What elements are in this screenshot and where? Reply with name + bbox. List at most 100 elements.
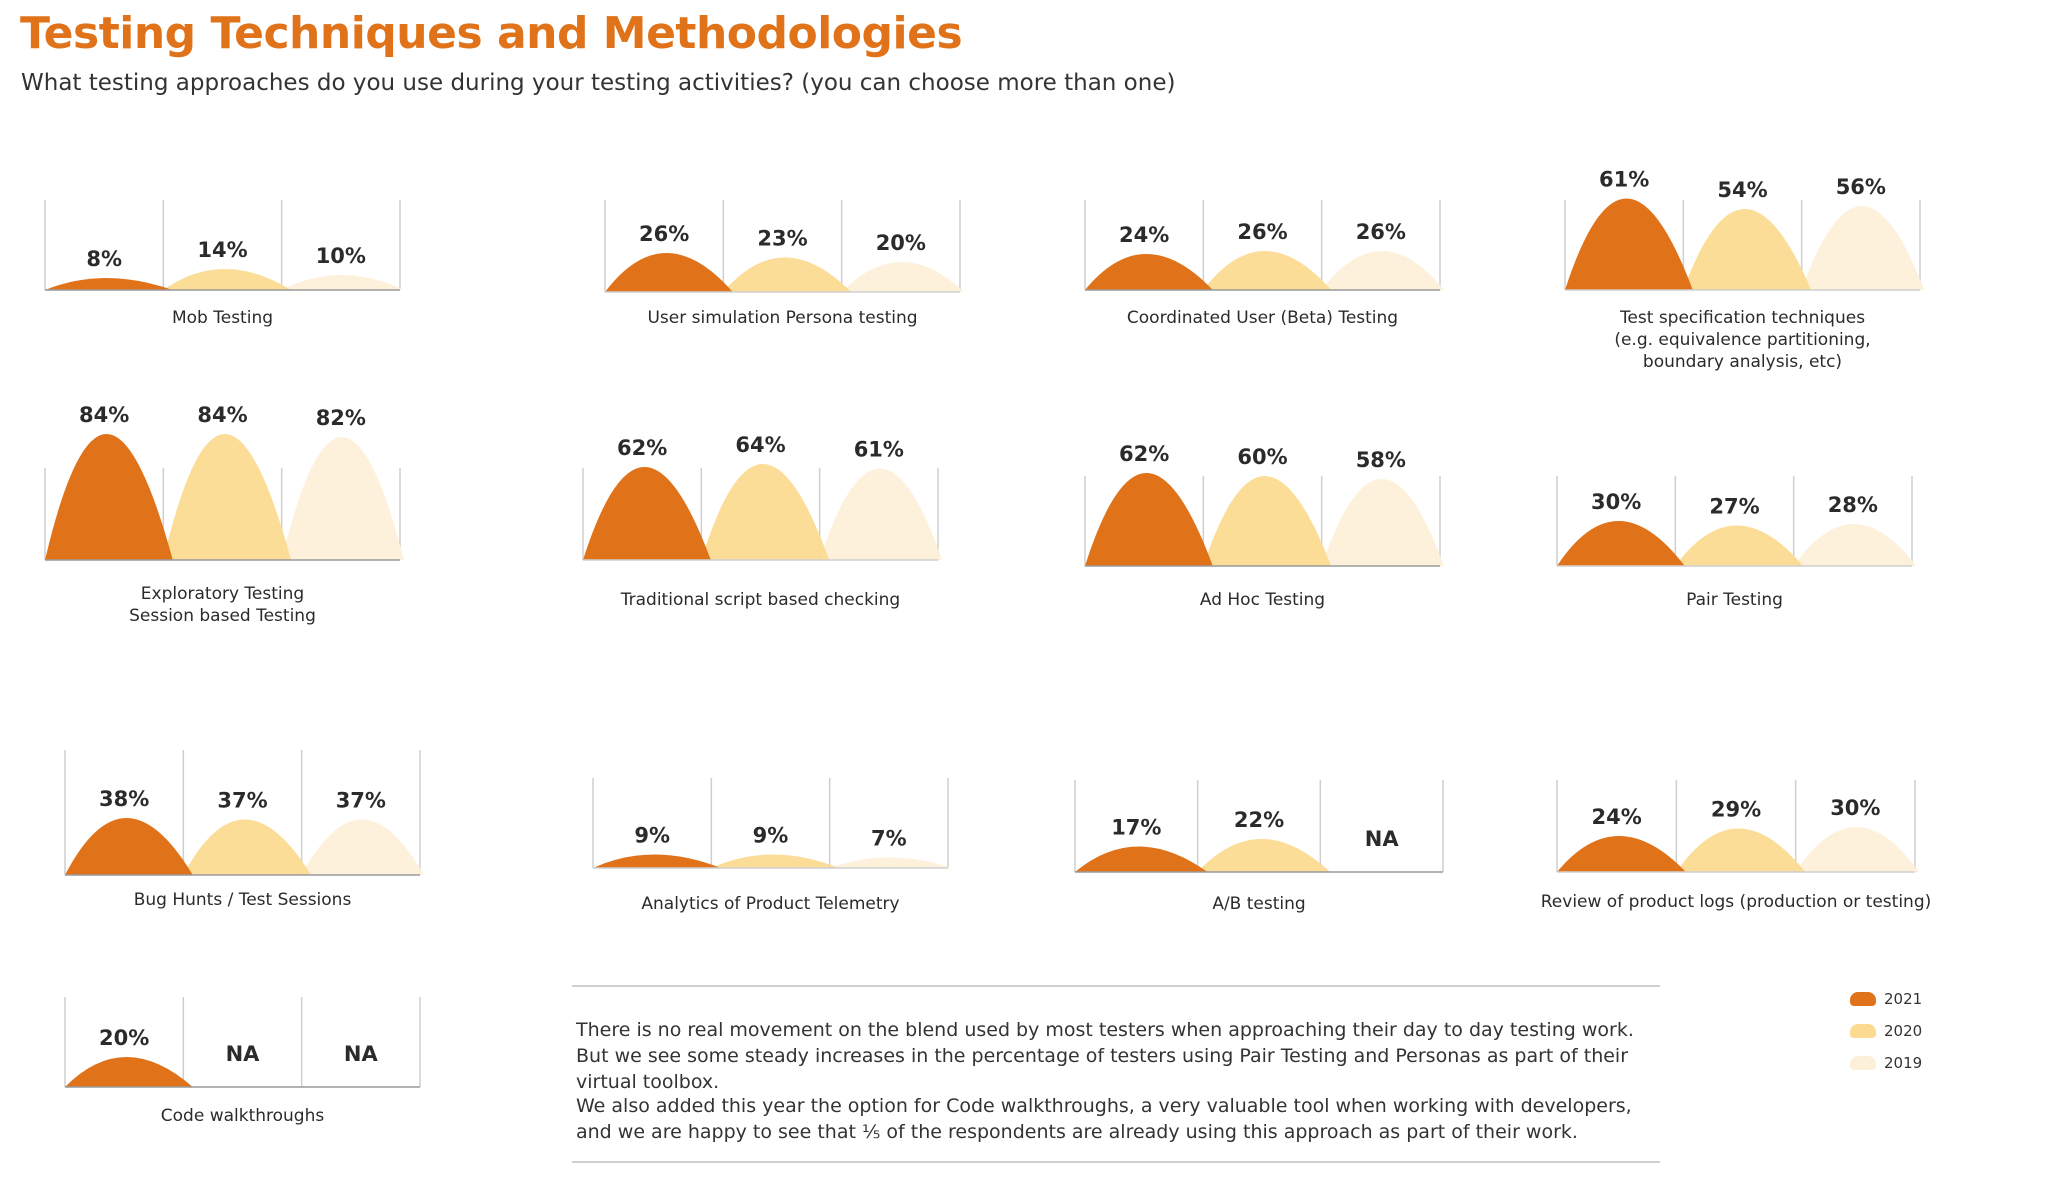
panel-coordinated-user-beta-testing: 24% 26% 26% (1084, 200, 1444, 291)
value-label-2020: 37% (217, 789, 267, 813)
hump-2021 (45, 434, 173, 560)
value-label-2019: NA (1365, 827, 1400, 851)
panel-label-exploratory-testing: Exploratory Testing Session based Testin… (129, 584, 316, 626)
panel-label-mob-testing: Mob Testing (171, 308, 274, 328)
panel-test-specification-techniques: 61% 54% 56% (1564, 168, 1924, 291)
legend-swatch-2020 (1850, 1024, 1876, 1038)
hump-2019 (1793, 524, 1916, 566)
hump-2019 (829, 857, 952, 868)
hump-2020 (723, 257, 852, 292)
value-label-2020: 23% (757, 227, 807, 251)
value-label-2020: 14% (197, 238, 247, 262)
value-label-2021: 62% (617, 436, 667, 460)
panel-code-walkthroughs: 20% NA NA (64, 997, 421, 1088)
panel-label-coordinated-user-beta-testing: Coordinated User (Beta) Testing (1126, 308, 1399, 328)
panel-bug-hunts-test-sessions: 38% 37% 37% (64, 750, 424, 876)
commentary-paragraph-1: There is no real movement on the blend u… (576, 1019, 1634, 1093)
legend-swatch-2019 (1850, 1056, 1876, 1070)
hump-2019 (301, 819, 424, 875)
value-label-2021: 24% (1119, 223, 1169, 247)
value-label-2020: NA (226, 1042, 261, 1066)
legend-label-2021: 2021 (1884, 990, 1923, 1008)
panel-label-analytics-of-product-telemetry: Analytics of Product Telemetry (641, 894, 900, 914)
value-label-2019: 30% (1830, 796, 1880, 820)
value-label-2020: 29% (1711, 798, 1761, 822)
hump-2019 (1795, 827, 1919, 872)
value-label-2019: 28% (1828, 493, 1878, 517)
panel-label-code-walkthroughs: Code walkthroughs (160, 1106, 325, 1126)
value-label-2021: 9% (634, 824, 670, 848)
value-label-2020: 22% (1234, 808, 1284, 832)
value-label-2019: 37% (336, 789, 386, 813)
value-label-2019: 10% (316, 244, 366, 268)
hump-2020 (1676, 828, 1806, 872)
commentary-paragraph-2: We also added this year the option for C… (576, 1095, 1632, 1143)
value-label-2021: 8% (86, 247, 122, 271)
value-label-2020: 9% (753, 824, 789, 848)
panel-label-bug-hunts-test-sessions: Bug Hunts / Test Sessions (133, 890, 352, 910)
hump-2019 (1801, 206, 1924, 290)
hump-2021 (583, 467, 711, 560)
value-label-2019: 26% (1356, 220, 1406, 244)
hump-2020 (1203, 476, 1332, 566)
hump-2020 (1675, 525, 1804, 566)
hump-2021 (1565, 198, 1693, 290)
hump-2020 (163, 434, 292, 560)
panel-label-a-b-testing: A/B testing (1212, 894, 1306, 914)
panel-label-pair-testing: Pair Testing (1686, 590, 1783, 610)
panel-mob-testing: 8% 14% 10% (44, 200, 404, 291)
value-label-2020: 54% (1717, 178, 1767, 202)
panel-label-review-of-product-logs-production-or-testing: Review of product logs (production or te… (1540, 892, 1932, 912)
value-label-2021: 61% (1599, 168, 1649, 192)
value-label-2021: 30% (1591, 490, 1641, 514)
panel-exploratory-testing: 84% 84% 82% (44, 403, 404, 561)
panel-ad-hoc-testing: 62% 60% 58% (1084, 442, 1444, 567)
legend-swatch-2021 (1850, 992, 1876, 1006)
value-label-2021: 38% (99, 787, 149, 811)
hump-2020 (711, 854, 840, 868)
hump-2021 (65, 1057, 193, 1087)
value-label-2020: 64% (735, 433, 785, 457)
commentary-box: There is no real movement on the blend u… (572, 985, 1660, 1163)
hump-2019 (841, 262, 964, 292)
panel-analytics-of-product-telemetry: 9% 9% 7% (592, 778, 952, 869)
hump-2020 (163, 269, 292, 290)
value-label-2021: 84% (79, 403, 129, 427)
value-label-2021: 17% (1111, 816, 1161, 840)
hump-2020 (1683, 209, 1812, 290)
hump-2021 (45, 278, 173, 290)
value-label-2021: 24% (1592, 805, 1642, 829)
value-label-2021: 26% (639, 222, 689, 246)
value-label-2020: 27% (1709, 495, 1759, 519)
hump-2019 (1321, 479, 1444, 566)
panel-review-of-product-logs-production-or-testing: 24% 29% 30% (1556, 780, 1919, 873)
value-label-2019: 56% (1836, 175, 1886, 199)
hump-2021 (1075, 846, 1208, 872)
hump-2021 (593, 854, 721, 868)
hump-2020 (183, 819, 312, 875)
hump-2019 (1321, 251, 1444, 290)
panel-label-traditional-script-based-checking: Traditional script based checking (620, 590, 901, 610)
value-label-2020: 26% (1237, 220, 1287, 244)
legend-label-2020: 2020 (1884, 1022, 1923, 1040)
panel-label-test-specification-techniques: Test specification techniques (e.g. equi… (1614, 308, 1871, 372)
hump-2020 (1197, 839, 1331, 872)
hump-2019 (819, 468, 942, 560)
value-label-2019: 61% (854, 438, 904, 462)
hump-2021 (605, 253, 733, 292)
hump-2019 (281, 275, 404, 290)
value-label-2021: 20% (99, 1026, 149, 1050)
page-title: Testing Techniques and Methodologies (20, 8, 963, 59)
panel-traditional-script-based-checking: 62% 64% 61% (582, 433, 942, 561)
panel-user-simulation-persona-testing: 26% 23% 20% (604, 200, 964, 293)
value-label-2019: 20% (876, 231, 926, 255)
panel-label-user-simulation-persona-testing: User simulation Persona testing (647, 308, 918, 328)
hump-2021 (1085, 254, 1213, 290)
value-label-2019: 7% (871, 827, 907, 851)
hump-2019 (281, 437, 404, 560)
page-subtitle: What testing approaches do you use durin… (21, 70, 1176, 96)
panel-label-ad-hoc-testing: Ad Hoc Testing (1199, 590, 1326, 610)
value-label-2020: 84% (197, 403, 247, 427)
value-label-2021: 62% (1119, 442, 1169, 466)
